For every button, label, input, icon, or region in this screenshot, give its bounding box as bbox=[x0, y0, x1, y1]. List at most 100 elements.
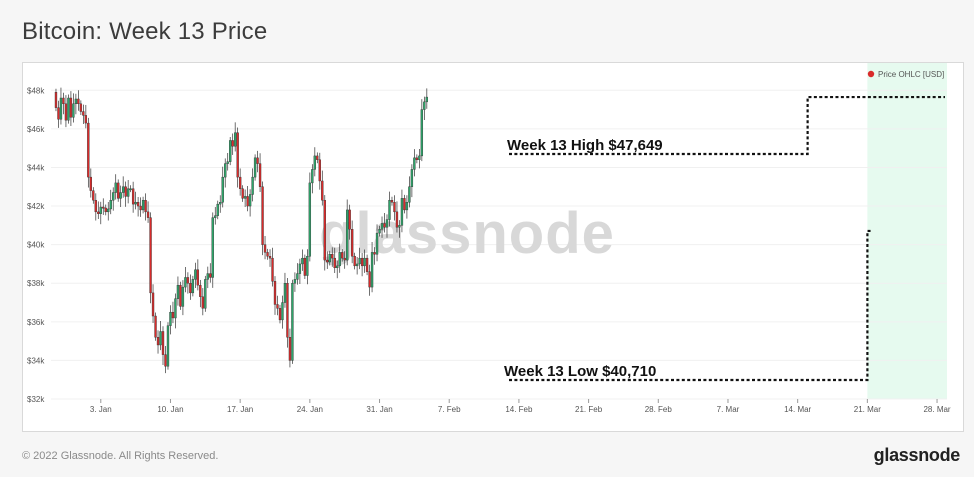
candle-body-up bbox=[234, 132, 237, 147]
candle bbox=[134, 191, 137, 210]
candle-body-down bbox=[348, 209, 351, 230]
candle-body-up bbox=[420, 109, 424, 157]
candle bbox=[398, 220, 401, 238]
candle bbox=[336, 260, 339, 279]
candle-body-down bbox=[149, 217, 152, 294]
candle bbox=[353, 252, 356, 270]
candle-body-down bbox=[238, 176, 242, 189]
candle-body-up bbox=[375, 232, 379, 255]
candle-body-up bbox=[176, 284, 180, 299]
candle bbox=[161, 326, 165, 366]
candle bbox=[348, 204, 351, 240]
y-axis: $32k $34k $36k $38k $40k $42k $44k $46k $48k bbox=[27, 86, 45, 404]
candle bbox=[365, 254, 369, 276]
candle-body-up bbox=[398, 225, 401, 228]
candle bbox=[296, 263, 299, 285]
candle-body-down bbox=[266, 252, 269, 257]
candle bbox=[231, 133, 234, 155]
candle-body-up bbox=[363, 257, 366, 267]
candle bbox=[136, 196, 140, 217]
candle-body-up bbox=[291, 283, 294, 361]
candle bbox=[328, 250, 331, 266]
candle bbox=[360, 252, 364, 277]
candle bbox=[326, 251, 329, 269]
candle bbox=[156, 330, 160, 354]
candle-body-up bbox=[378, 229, 381, 234]
candle bbox=[74, 93, 78, 115]
candle bbox=[355, 256, 359, 275]
candle bbox=[139, 197, 142, 217]
candle bbox=[206, 266, 209, 289]
candle-body-down bbox=[139, 205, 142, 211]
candle-body-up bbox=[243, 196, 247, 199]
candle bbox=[283, 272, 287, 308]
candle-body-up bbox=[425, 96, 428, 103]
y-tick-label: $40k bbox=[27, 241, 45, 250]
candle-body-down bbox=[97, 211, 100, 214]
candle-body-down bbox=[246, 196, 249, 207]
candle-body-up bbox=[174, 298, 177, 319]
y-tick-label: $32k bbox=[27, 395, 45, 404]
candle-body-down bbox=[256, 157, 259, 164]
candle-body-down bbox=[117, 182, 120, 199]
candle-body-up bbox=[338, 252, 341, 267]
candle-body-down bbox=[196, 269, 200, 286]
x-tick-label: 14. Mar bbox=[784, 405, 811, 414]
candle bbox=[368, 264, 371, 296]
legend[interactable]: Price OHLC [USD] bbox=[867, 70, 944, 79]
candle-body-up bbox=[248, 194, 252, 207]
candle-body-up bbox=[328, 254, 331, 263]
candle bbox=[122, 176, 125, 198]
candle bbox=[383, 213, 386, 233]
candle-body-up bbox=[370, 252, 374, 288]
candle-body-down bbox=[333, 257, 336, 268]
candle bbox=[408, 176, 411, 208]
candle bbox=[54, 88, 58, 112]
candle bbox=[393, 195, 396, 221]
highlight-band bbox=[867, 63, 947, 399]
candle bbox=[119, 185, 122, 208]
candle bbox=[104, 204, 107, 216]
candle bbox=[248, 189, 252, 217]
candle bbox=[346, 199, 349, 266]
candle bbox=[59, 87, 63, 125]
y-tick-label: $44k bbox=[27, 163, 45, 172]
candle-body-up bbox=[134, 201, 137, 205]
candle bbox=[199, 279, 202, 308]
candle-body-down bbox=[326, 259, 329, 263]
candle bbox=[166, 322, 170, 370]
candle-body-down bbox=[415, 157, 419, 160]
x-tick-label: 21. Mar bbox=[854, 405, 881, 414]
candle-body-down bbox=[136, 201, 140, 207]
candle bbox=[303, 254, 307, 279]
candle-body-down bbox=[79, 103, 83, 112]
x-tick-label: 7. Mar bbox=[717, 405, 740, 414]
candle-body-up bbox=[308, 182, 312, 257]
candle bbox=[174, 293, 177, 329]
candle-body-down bbox=[353, 256, 356, 267]
candle bbox=[204, 275, 207, 312]
candle bbox=[313, 147, 316, 177]
candle bbox=[288, 328, 292, 368]
candle bbox=[102, 198, 105, 215]
candle bbox=[266, 248, 269, 260]
candle-body-up bbox=[226, 161, 229, 164]
candle-body-up bbox=[355, 263, 359, 267]
candle-body-down bbox=[316, 155, 319, 160]
candle-body-up bbox=[114, 182, 117, 193]
candle bbox=[181, 280, 185, 316]
candle-body-down bbox=[303, 257, 307, 276]
candle-body-down bbox=[94, 200, 97, 213]
candle bbox=[92, 187, 95, 204]
candle-body-down bbox=[236, 132, 239, 178]
candle bbox=[241, 185, 244, 202]
candle-body-up bbox=[166, 325, 170, 367]
candle bbox=[221, 166, 224, 208]
x-tick-label: 21. Feb bbox=[575, 405, 603, 414]
copyright: © 2022 Glassnode. All Rights Reserved. bbox=[22, 450, 219, 462]
candle-body-up bbox=[311, 169, 314, 184]
candle bbox=[400, 189, 404, 233]
candle bbox=[246, 185, 249, 212]
candle bbox=[293, 272, 297, 292]
page-title: Bitcoin: Week 13 Price bbox=[22, 18, 268, 45]
